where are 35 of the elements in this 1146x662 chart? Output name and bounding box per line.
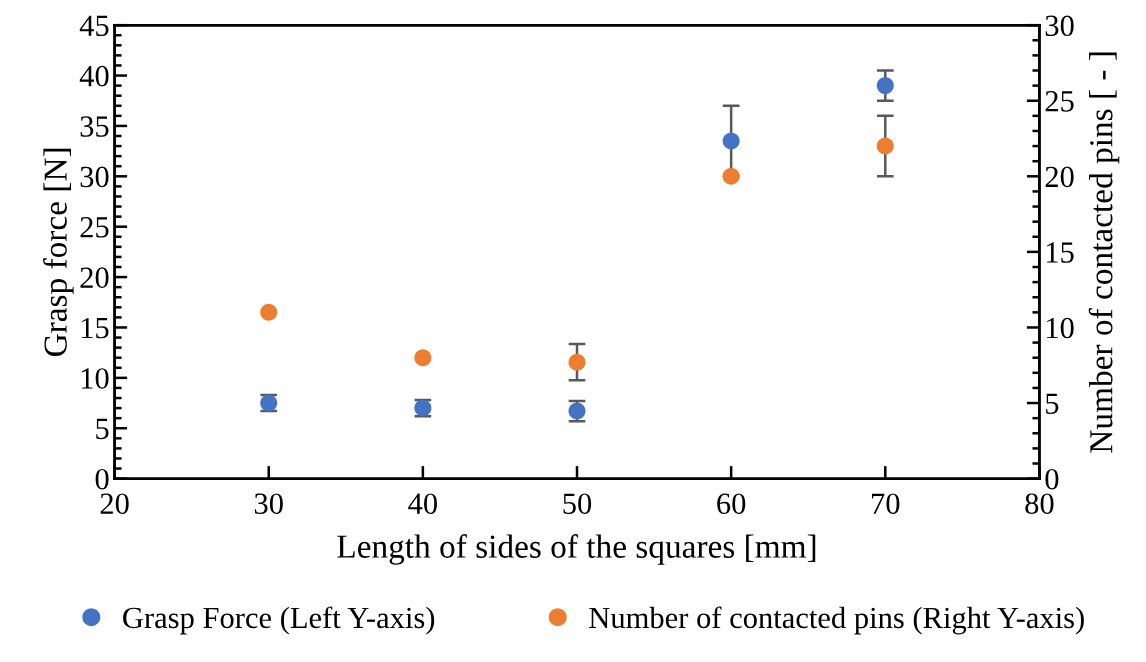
legend-label: Number of contacted pins (Right Y-axis): [589, 606, 1084, 635]
x-tick-label: 80: [1025, 493, 1054, 515]
y2-tick-label: 20: [1045, 166, 1074, 188]
y-tick-label: 5: [96, 418, 109, 440]
y-axis-title: Grasp force [N]: [43, 148, 74, 357]
x-tick-label: 60: [717, 493, 746, 515]
point: [876, 137, 894, 155]
y-tick-label: 0: [95, 468, 109, 490]
point: [260, 303, 278, 321]
point: [568, 353, 586, 371]
y-tick-label: 40: [79, 65, 109, 87]
y-tick-label: 20: [80, 267, 109, 288]
y2-tick-label: 10: [1046, 317, 1074, 339]
point: [722, 167, 740, 185]
x-tick-label: 40: [408, 493, 437, 515]
point: [876, 77, 894, 95]
y-tick-label: 25: [80, 217, 109, 238]
y-tick-label: 30: [80, 166, 109, 188]
point: [414, 349, 432, 367]
y2-tick-label: 15: [1046, 242, 1074, 263]
y2-axis-title: Number of contacted pins [ - ]: [1088, 52, 1120, 453]
y2-tick-label: 0: [1045, 468, 1059, 490]
y2-tick-label: 5: [1046, 393, 1059, 414]
y2-tick-label: 25: [1045, 91, 1074, 112]
y2-tick-label: 30: [1045, 15, 1074, 37]
x-tick-label: 70: [872, 493, 900, 515]
point: [722, 132, 740, 150]
x-axis-title: Length of sides of the squares [mm]: [337, 534, 816, 565]
y-tick-label: 35: [80, 116, 109, 137]
y-tick-label: 45: [79, 15, 109, 37]
y-tick-label: 10: [81, 368, 109, 389]
x-tick-label: 30: [254, 493, 283, 515]
y-tick-label: 15: [81, 317, 109, 339]
x-tick-label: 50: [563, 493, 592, 515]
legend-label: Grasp Force (Left Y-axis): [123, 606, 435, 635]
